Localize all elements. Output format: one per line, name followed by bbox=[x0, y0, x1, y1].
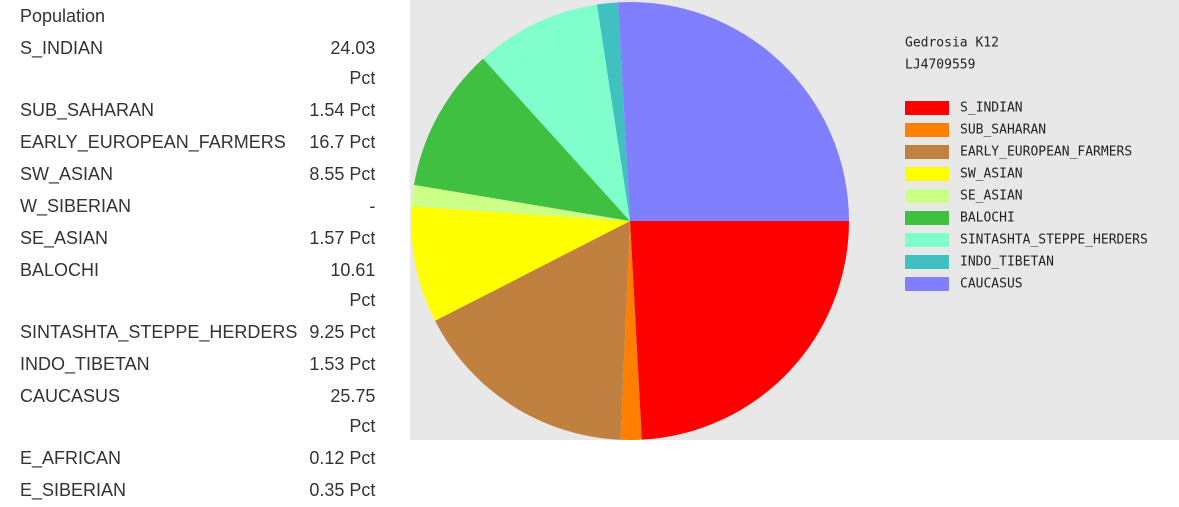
table-row: W_SIBERIAN - bbox=[16, 191, 379, 223]
table-body: Population S_INDIAN 24.03 Pct SUB_SAHARAN 1… bbox=[16, 1, 379, 507]
population-name: W_SIBERIAN bbox=[20, 196, 132, 216]
population-table: Population S_INDIAN 24.03 Pct SUB_SAHARAN 1… bbox=[16, 1, 379, 507]
table-row: SUB_SAHARAN 1.54 Pct bbox=[16, 95, 379, 127]
population-name: EARLY_EUROPEAN_FARMERS bbox=[20, 132, 286, 152]
population-value: 1.54 Pct bbox=[309, 100, 376, 120]
table-header: Population bbox=[20, 6, 106, 26]
table-row: SW_ASIAN 8.55 Pct bbox=[16, 159, 379, 191]
population-value: 10.61 Pct bbox=[330, 260, 376, 310]
population-name: E_SIBERIAN bbox=[20, 480, 127, 500]
population-name: S_INDIAN bbox=[20, 38, 104, 58]
legend-label: EARLY_EUROPEAN_FARMERS bbox=[960, 145, 1132, 160]
table-row: E_AFRICAN 0.12 Pct bbox=[16, 443, 379, 475]
header-row: Population bbox=[16, 1, 379, 33]
legend-swatch bbox=[905, 101, 949, 115]
table-row: EARLY_EUROPEAN_FARMERS 16.7 Pct bbox=[16, 127, 379, 159]
population-value: - bbox=[369, 196, 376, 216]
legend-label: SINTASHTA_STEPPE_HERDERS bbox=[960, 233, 1148, 248]
pie-slice bbox=[620, 221, 642, 440]
pie-slice bbox=[483, 4, 630, 221]
population-name: SUB_SAHARAN bbox=[20, 100, 155, 120]
population-name: INDO_TIBETAN bbox=[20, 354, 150, 374]
table-row: CAUCASUS 25.75 Pct bbox=[16, 381, 379, 443]
population-name: E_AFRICAN bbox=[20, 448, 122, 468]
table-row: S_INDIAN 24.03 Pct bbox=[16, 33, 379, 95]
pie-slice bbox=[411, 184, 630, 221]
legend-swatch bbox=[905, 189, 949, 203]
population-name: SINTASHTA_STEPPE_HERDERS bbox=[20, 322, 298, 342]
table-row: INDO_TIBETAN 1.53 Pct bbox=[16, 349, 379, 381]
chart-title: Gedrosia K12 bbox=[905, 36, 999, 51]
population-name: BALOCHI bbox=[20, 260, 100, 280]
pie-slice bbox=[435, 221, 630, 440]
population-name: SW_ASIAN bbox=[20, 164, 114, 184]
population-value: 1.53 Pct bbox=[309, 354, 376, 374]
legend-label: BALOCHI bbox=[960, 211, 1015, 226]
legend-label: INDO_TIBETAN bbox=[960, 255, 1054, 270]
legend-swatch bbox=[905, 211, 949, 225]
legend-swatch bbox=[905, 277, 949, 291]
pie-slice bbox=[596, 2, 630, 221]
population-name: CAUCASUS bbox=[20, 386, 121, 406]
legend-swatch bbox=[905, 167, 949, 181]
legend-swatch bbox=[905, 233, 949, 247]
legend-label: SUB_SAHARAN bbox=[960, 123, 1046, 138]
pie-slice bbox=[618, 2, 849, 222]
population-value: 0.35 Pct bbox=[309, 480, 376, 500]
chart-subtitle: LJ4709559 bbox=[905, 58, 975, 73]
legend-swatch bbox=[905, 123, 949, 137]
population-value: 1.57 Pct bbox=[309, 228, 376, 248]
legend-swatch bbox=[905, 145, 949, 159]
pie-slice bbox=[411, 206, 630, 321]
population-value: 25.75 Pct bbox=[330, 386, 376, 436]
legend-label: SE_ASIAN bbox=[960, 189, 1023, 204]
population-value: 24.03 Pct bbox=[330, 38, 376, 88]
legend-label: S_INDIAN bbox=[960, 101, 1023, 116]
table-row: SE_ASIAN 1.57 Pct bbox=[16, 223, 379, 255]
population-value: 9.25 Pct bbox=[309, 322, 376, 342]
legend-label: SW_ASIAN bbox=[960, 167, 1023, 182]
pie-slice bbox=[630, 221, 849, 440]
pie-slice bbox=[414, 58, 630, 222]
table-row: SINTASHTA_STEPPE_HERDERS 9.25 Pct bbox=[16, 317, 379, 349]
population-value: 16.7 Pct bbox=[309, 132, 376, 152]
population-value: 0.12 Pct bbox=[309, 448, 376, 468]
legend-swatch bbox=[905, 255, 949, 269]
legend-label: CAUCASUS bbox=[960, 277, 1023, 292]
population-name: SE_ASIAN bbox=[20, 228, 109, 248]
population-value: 8.55 Pct bbox=[309, 164, 376, 184]
table-row: E_SIBERIAN 0.35 Pct bbox=[16, 475, 379, 507]
table-row: BALOCHI 10.61 Pct bbox=[16, 255, 379, 317]
